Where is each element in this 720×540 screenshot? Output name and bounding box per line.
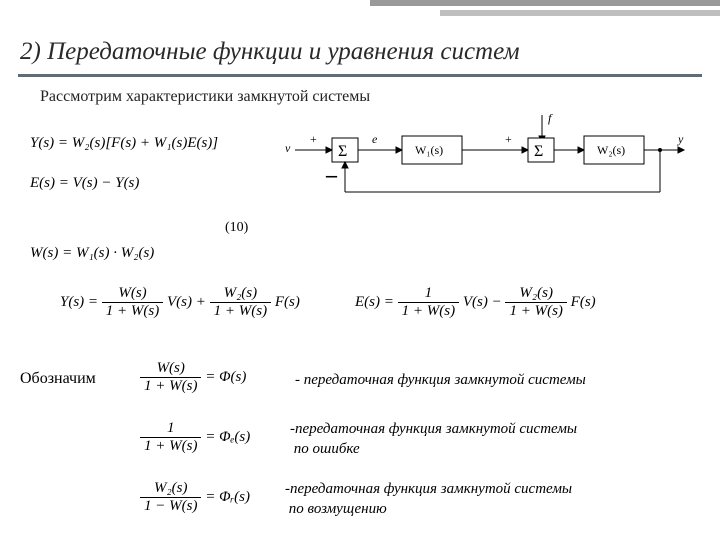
title-underline <box>18 74 702 77</box>
label-f: f <box>548 111 553 125</box>
bar-dark <box>370 0 720 6</box>
label-v: v <box>285 141 291 155</box>
plus-2: + <box>505 132 512 146</box>
equation-w: W(s) = W₁(s) · W₂(s) <box>30 245 154 262</box>
equation-e: E(s) = V(s) − Y(s) <box>30 175 139 192</box>
equation-number: (10) <box>225 220 248 236</box>
label-denote: Обозначим <box>20 370 96 388</box>
decorative-bars <box>370 0 720 16</box>
minus-feedback: – <box>325 162 338 187</box>
label-y: y <box>677 132 684 146</box>
equation-y: Y(s) = W₂(s)[F(s) + W₁(s)E(s)] <box>30 135 218 152</box>
desc-phi-2: -передаточная функция замкнутой системы … <box>290 420 577 459</box>
plus-1: + <box>310 132 317 146</box>
label-e: e <box>372 132 378 146</box>
subtitle: Рассмотрим характеристики замкнутой сист… <box>40 88 370 106</box>
block-diagram: f v + Σ e W₁(s) + Σ W₂(s) y – <box>280 110 690 205</box>
page-title: 2) Передаточные функции и уравнения сист… <box>20 38 520 66</box>
desc-phi-3: -передаточная функция замкнутой системы … <box>285 480 572 519</box>
equation-y-frac: Y(s) = W(s)1 + W(s) V(s) + W₂(s)1 + W(s)… <box>60 285 300 320</box>
sigma-2: Σ <box>534 143 543 160</box>
phi-3: W₂(s)1 − W(s) = Φᵣ(s) <box>140 480 250 515</box>
phi-1: W(s)1 + W(s) = Φ(s) <box>140 360 246 395</box>
bar-light <box>440 10 720 16</box>
phi-2: 11 + W(s) = Φₑ(s) <box>140 420 250 455</box>
block-w2: W₂(s) <box>597 143 625 157</box>
block-w1: W₁(s) <box>415 143 443 157</box>
desc-phi-1: - передаточная функция замкнутой системы <box>295 372 586 389</box>
sigma-1: Σ <box>338 143 347 160</box>
equation-e-frac: E(s) = 11 + W(s) V(s) − W₂(s)1 + W(s) F(… <box>355 285 596 320</box>
